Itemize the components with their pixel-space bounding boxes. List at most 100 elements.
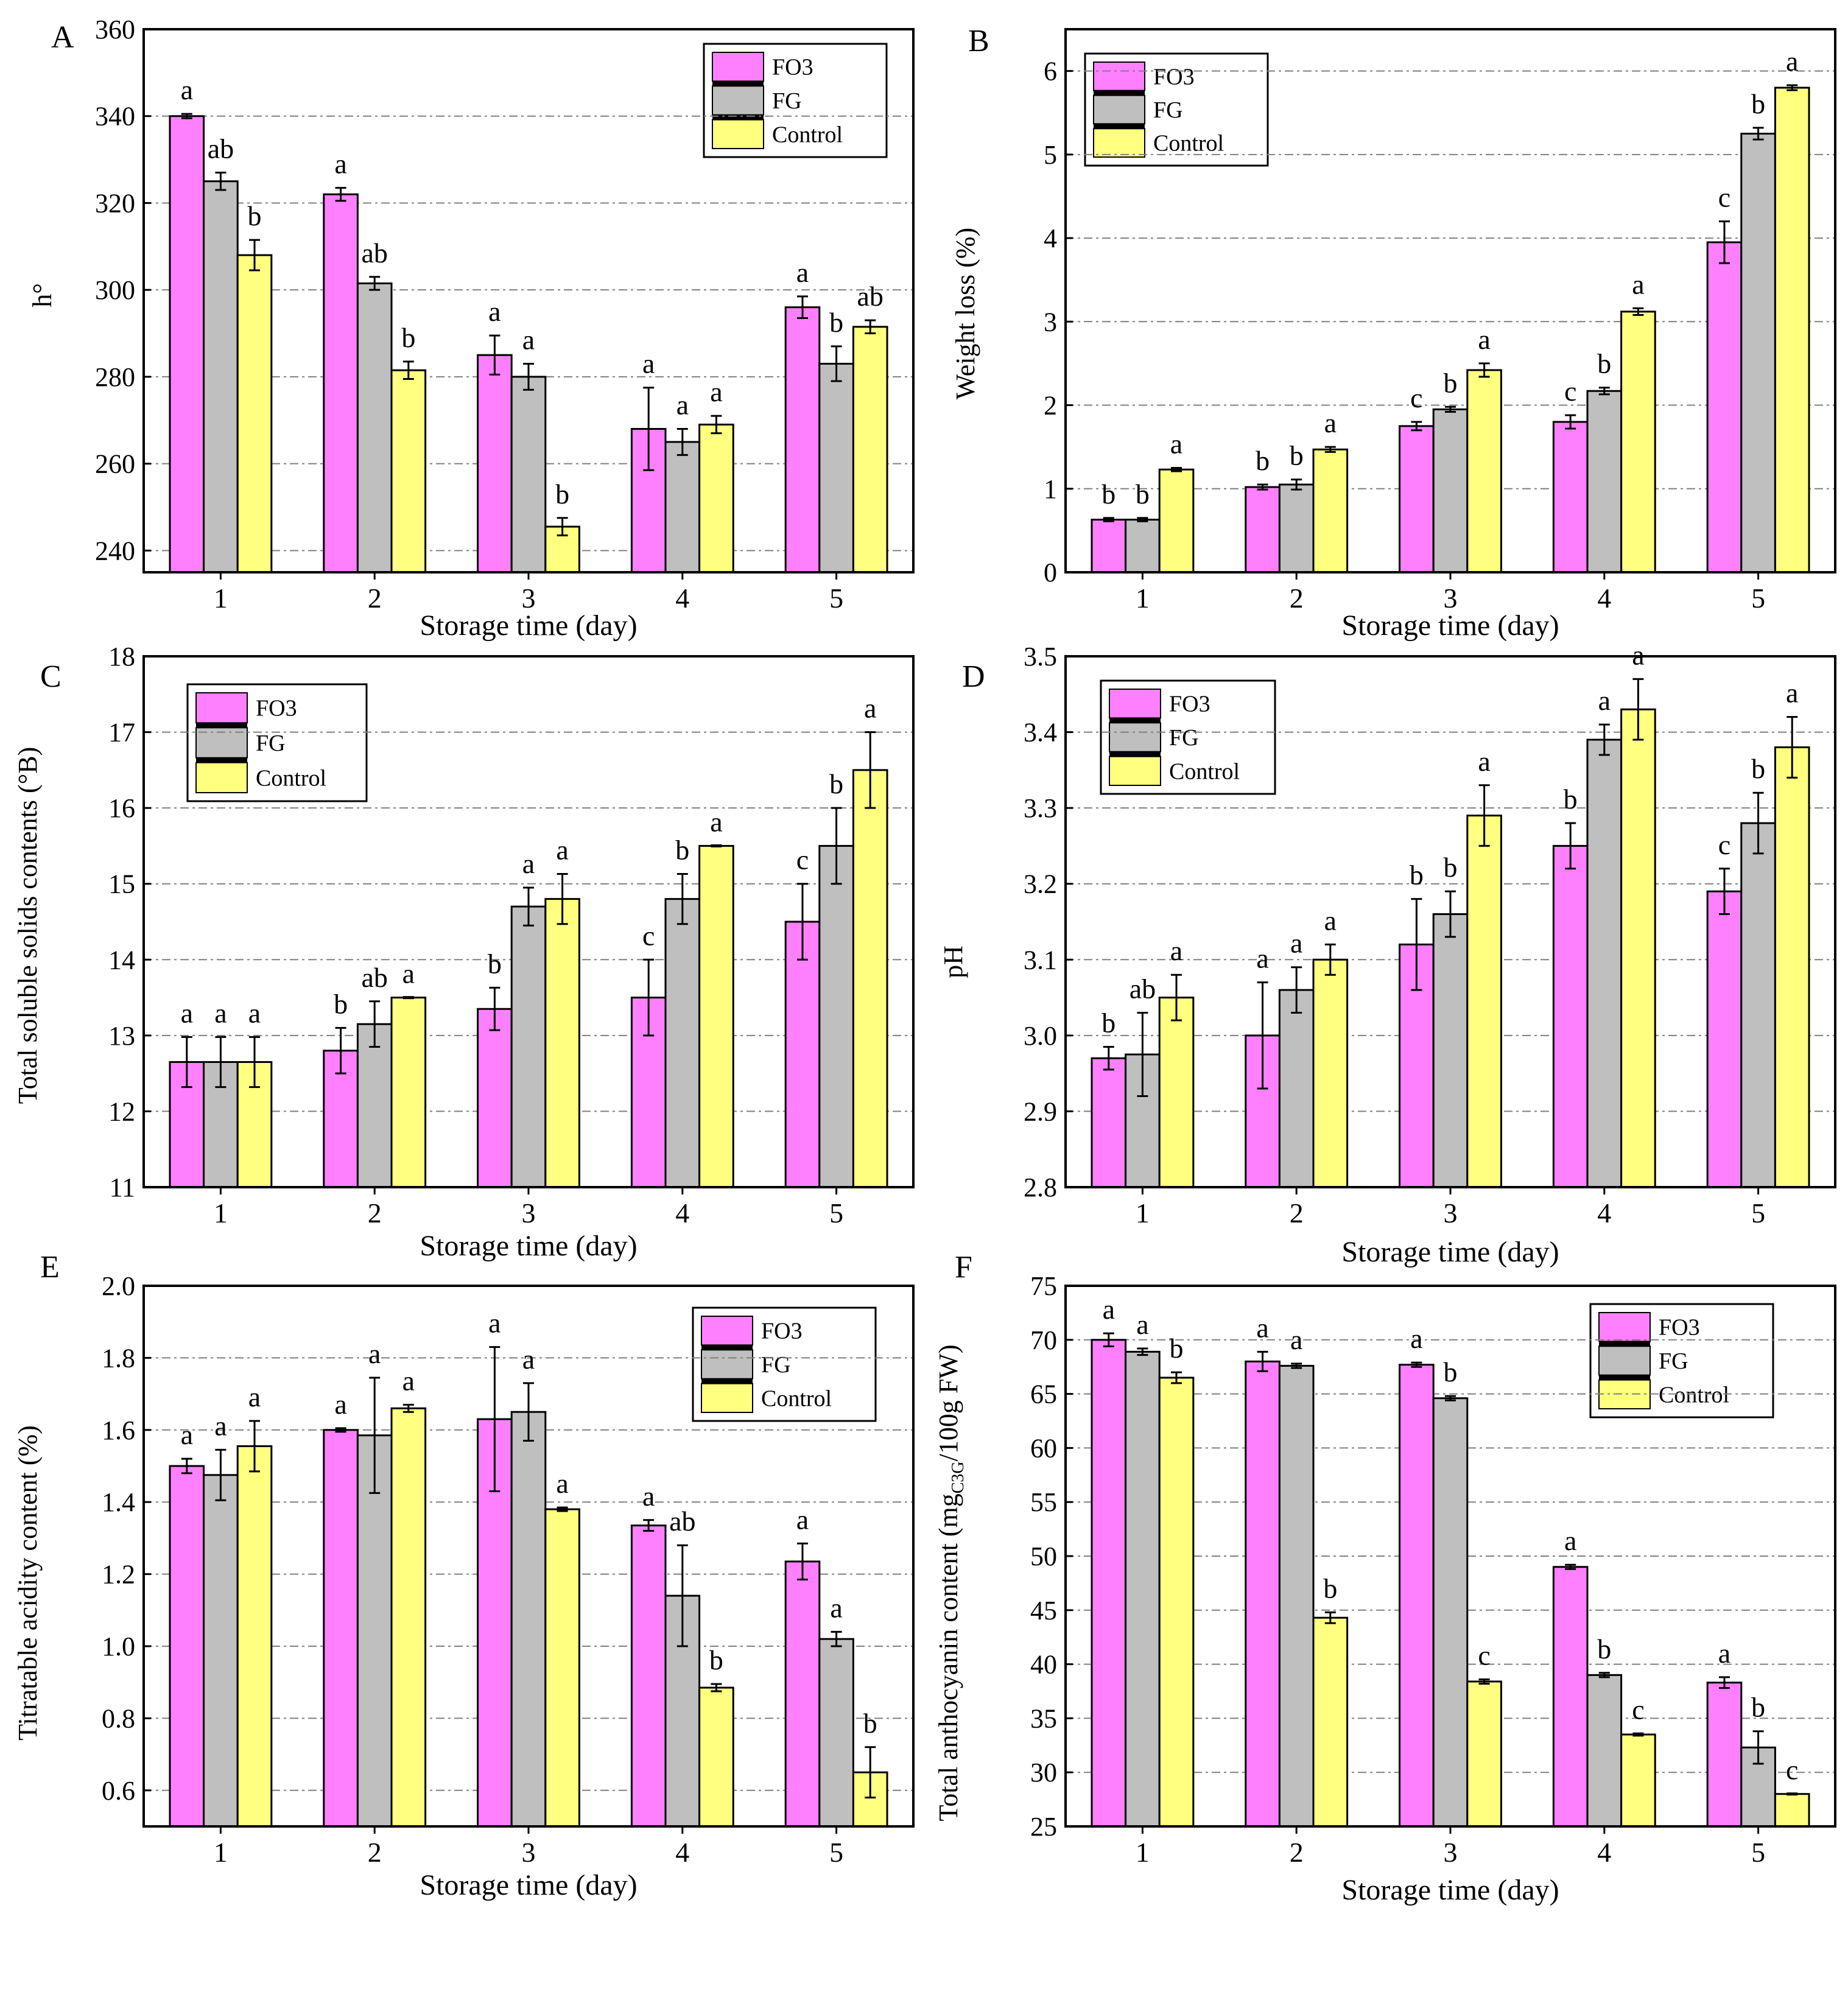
panel-f-significance-letter: a — [1103, 1294, 1115, 1325]
panel-c-bar-fo3-day5 — [784, 921, 821, 1188]
panel-f-ytick-label: 40 — [1030, 1650, 1057, 1680]
panel-a-ytick-label: 300 — [95, 275, 135, 305]
panel-e-bar-fo3-day5 — [784, 1560, 821, 1828]
panel-b-bar-control-day1 — [1158, 468, 1195, 573]
panel-d-bar-fo3-day1 — [1091, 1057, 1127, 1188]
panel-b-ytick-label: 4 — [1044, 223, 1057, 253]
panel-d-ytick-label: 3.3 — [1024, 793, 1057, 823]
panel-a-ylabel: h° — [27, 283, 57, 307]
panel-b-bar-control-day5 — [1774, 86, 1810, 573]
panel-e-xtick-label: 1 — [214, 1837, 228, 1868]
panel-c-significance-letter: a — [522, 848, 535, 879]
panel-f-ytick-label: 45 — [1030, 1596, 1057, 1626]
panel-e-significance-letter: a — [522, 1344, 535, 1375]
panel-b-significance-letter: b — [1751, 88, 1765, 119]
panel-d-legend-swatch-fo3 — [1109, 689, 1161, 719]
panel-b-significance-letter: b — [1136, 479, 1150, 510]
panel-c-ylabel: Total soluble solids contents (°B) — [13, 747, 43, 1104]
panel-e-bar-control-day3 — [544, 1508, 580, 1828]
panel-f-significance-letter: a — [1718, 1638, 1730, 1669]
panel-c-letter: C — [40, 659, 61, 694]
panel-b-legend-swatch-fo3 — [1093, 61, 1145, 91]
panel-b-bar-control-day4 — [1620, 310, 1656, 573]
panel-b-significance-letter: b — [1597, 348, 1611, 379]
panel-d-ytick-label: 2.9 — [1024, 1096, 1057, 1126]
panel-b-ylabel: Weight loss (%) — [950, 228, 980, 399]
panel-e-significance-letter: b — [709, 1644, 723, 1675]
panel-d-ytick-label: 3.0 — [1024, 1021, 1057, 1051]
panel-e-significance-letter: a — [334, 1389, 346, 1420]
panel-a-significance-letter: a — [181, 74, 193, 105]
panel-b-significance-letter: a — [1786, 46, 1798, 77]
panel-d-legend-label-fg: FG — [1169, 725, 1199, 751]
panel-d-significance-letter: a — [1256, 943, 1268, 974]
panel-c-significance-letter: b — [675, 835, 689, 866]
panel-e-significance-letter: a — [556, 1468, 568, 1499]
panel-a-bar-fo3-day5 — [784, 306, 821, 573]
panel-f-ytick-label: 65 — [1030, 1380, 1057, 1409]
panel-a-ytick-label: 360 — [95, 15, 135, 44]
panel-d-xtick-label: 2 — [1290, 1198, 1304, 1229]
panel-a-significance-letter: ab — [857, 281, 884, 312]
panel-a-significance-letter: a — [642, 348, 655, 379]
panel-b-chart: B Weight loss (%) Storage time (day) FO3… — [950, 24, 1836, 642]
panel-b-significance-letter: c — [1410, 382, 1422, 413]
panel-c-chart: C Total soluble solids contents (°B) Sto… — [13, 642, 915, 1262]
panel-b-bar-fo3-day5 — [1706, 241, 1743, 573]
panel-c-bar-control-day5 — [852, 769, 888, 1188]
panel-e-ytick-label: 0.6 — [102, 1776, 135, 1806]
panel-b-bar-fo3-day1 — [1091, 519, 1127, 573]
panel-a-bar-fg-day4 — [664, 441, 701, 573]
panel-e-legend-label-fo3: FO3 — [761, 1319, 803, 1344]
panel-e-significance-letter: a — [248, 1381, 261, 1412]
panel-d-significance-letter: a — [1632, 639, 1644, 670]
panel-c-xtick-label: 4 — [675, 1198, 689, 1229]
panel-c-bar-fo3-day3 — [477, 1008, 513, 1188]
panel-c-legend-label-control: Control — [256, 765, 326, 791]
panel-a-bar-fo3-day2 — [323, 193, 359, 573]
panel-f-bar-fg-day4 — [1586, 1674, 1623, 1828]
panel-b-ytick-label: 5 — [1044, 140, 1057, 170]
panel-d-significance-letter: b — [1410, 860, 1424, 891]
panel-c-xtick-label: 1 — [214, 1198, 228, 1229]
panel-c-significance-letter: c — [796, 844, 809, 875]
panel-f-significance-letter: b — [1170, 1333, 1184, 1364]
panel-e-ytick-label: 1.8 — [102, 1343, 135, 1373]
panel-b-letter: B — [968, 24, 989, 58]
panel-e-significance-letter: a — [181, 1419, 193, 1450]
panel-e-ytick-label: 2.0 — [102, 1271, 135, 1301]
panel-a-significance-letter: b — [248, 200, 262, 231]
panel-e-significance-letter: a — [642, 1481, 655, 1512]
panel-d-significance-letter: b — [1564, 784, 1578, 815]
panel-c-xtick-label: 3 — [522, 1198, 536, 1229]
panel-d-significance-letter: b — [1751, 753, 1765, 784]
panel-f-axes-frame — [1064, 1285, 1836, 1828]
panel-e-significance-letter: a — [368, 1338, 381, 1369]
panel-a-ytick-label: 240 — [95, 536, 135, 566]
panel-b-legend-swatch-control — [1093, 128, 1145, 158]
panel-d-xtick-label: 4 — [1597, 1198, 1611, 1229]
panel-f-bar-control-day1 — [1158, 1377, 1195, 1828]
panel-a-legend: FO3 FG Control — [703, 43, 888, 158]
panel-d-legend-label-fo3: FO3 — [1169, 692, 1210, 717]
panel-a-significance-letter: b — [829, 307, 843, 338]
panel-a-legend-swatch-fo3 — [712, 52, 764, 82]
panel-e-axes-frame — [142, 1285, 915, 1828]
panel-d-xtick-label: 3 — [1444, 1198, 1458, 1229]
panel-d-bar-control-day5 — [1774, 746, 1810, 1188]
panel-c-bar-fg-day5 — [818, 844, 854, 1188]
panel-d-significance-letter: c — [1718, 829, 1730, 860]
panel-c-significance-letter: a — [181, 997, 193, 1028]
panel-e-chart: E Titratable acidity content (%) Storage… — [13, 1250, 915, 1901]
panel-d-significance-letter: a — [1598, 685, 1611, 716]
panel-a-xtick-label: 3 — [522, 583, 536, 614]
panel-d-bar-control-day4 — [1620, 708, 1656, 1188]
panel-f-legend-label-control: Control — [1659, 1382, 1729, 1408]
panel-c-bar-control-day3 — [544, 898, 580, 1188]
panel-e-significance-letter: a — [796, 1504, 809, 1535]
panel-f-significance-letter: c — [1478, 1640, 1490, 1671]
panel-d-bar-control-day1 — [1158, 997, 1195, 1188]
panel-f-ylabel-main: Total anthocyanin content (mg — [933, 1493, 963, 1821]
panel-f-bar-fg-day2 — [1278, 1364, 1315, 1828]
